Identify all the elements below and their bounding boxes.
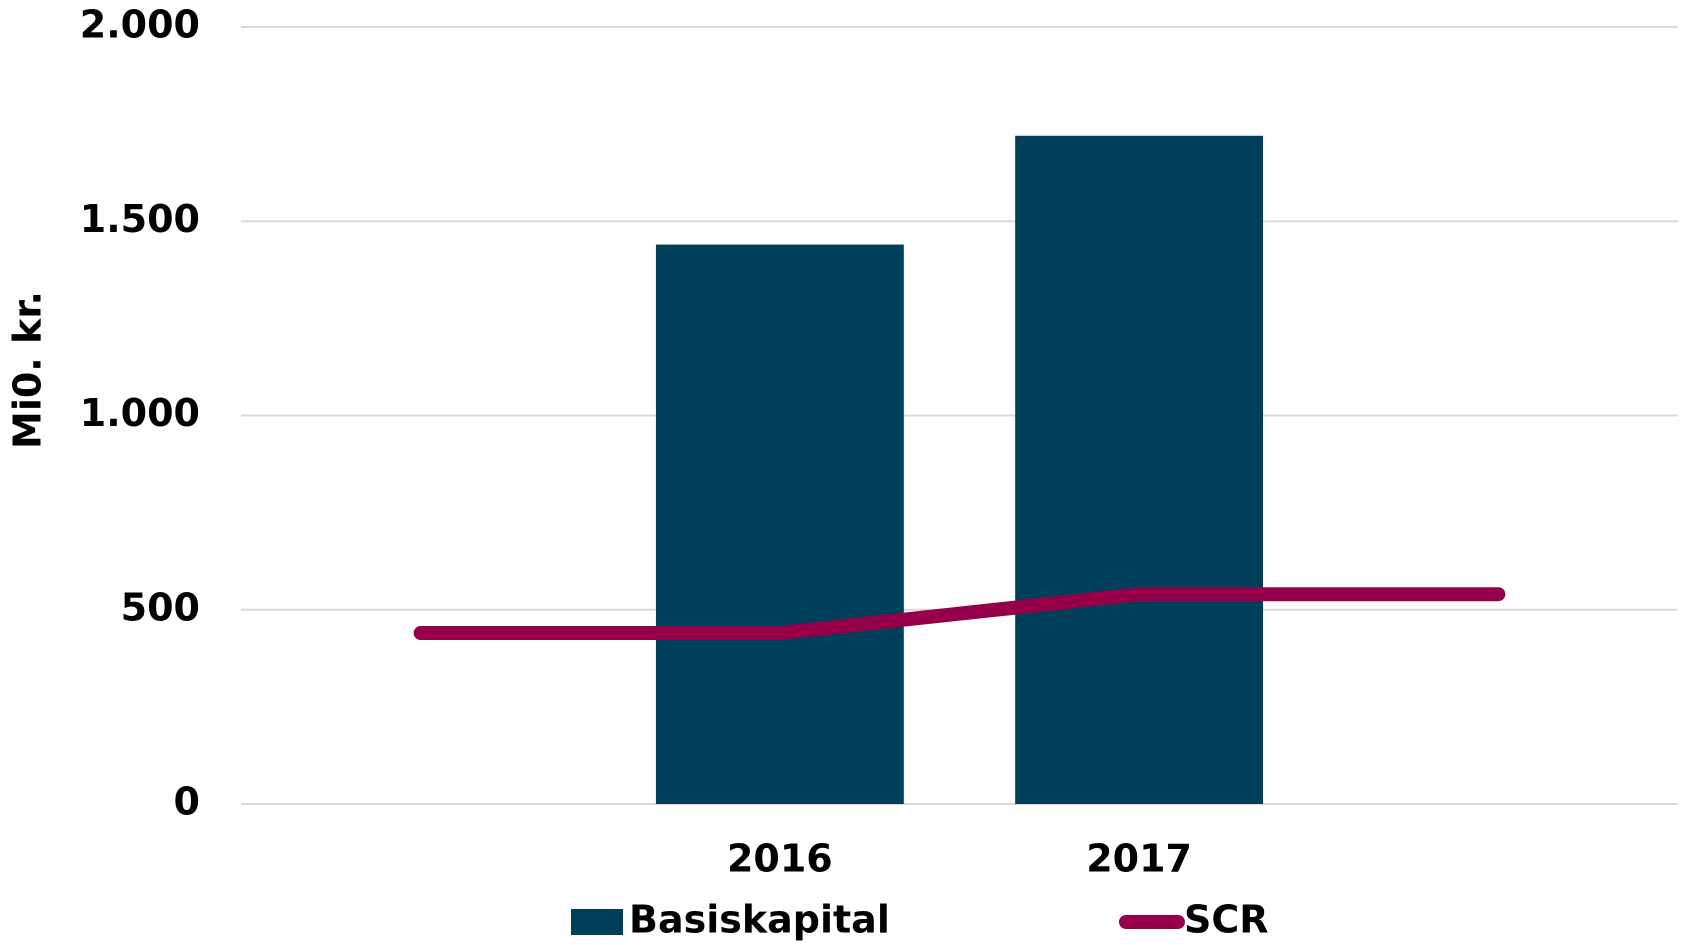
x-tick-label: 2017	[1086, 837, 1192, 881]
legend-swatch	[571, 909, 623, 935]
bar	[1015, 135, 1264, 804]
y-tick-label: 1.500	[80, 197, 200, 241]
line	[413, 587, 1506, 641]
x-tick-label: 2016	[727, 837, 833, 881]
y-tick-label: 500	[121, 585, 200, 629]
legend-label: Basiskapital	[629, 898, 890, 942]
y-tick-label: 2.000	[80, 3, 200, 47]
bar	[655, 244, 904, 804]
y-axis-label: Mi0. kr.	[6, 291, 50, 449]
y-tick-label: 1.000	[80, 391, 200, 435]
legend-label: SCR	[1184, 898, 1269, 942]
y-tick-label: 0	[174, 780, 200, 824]
